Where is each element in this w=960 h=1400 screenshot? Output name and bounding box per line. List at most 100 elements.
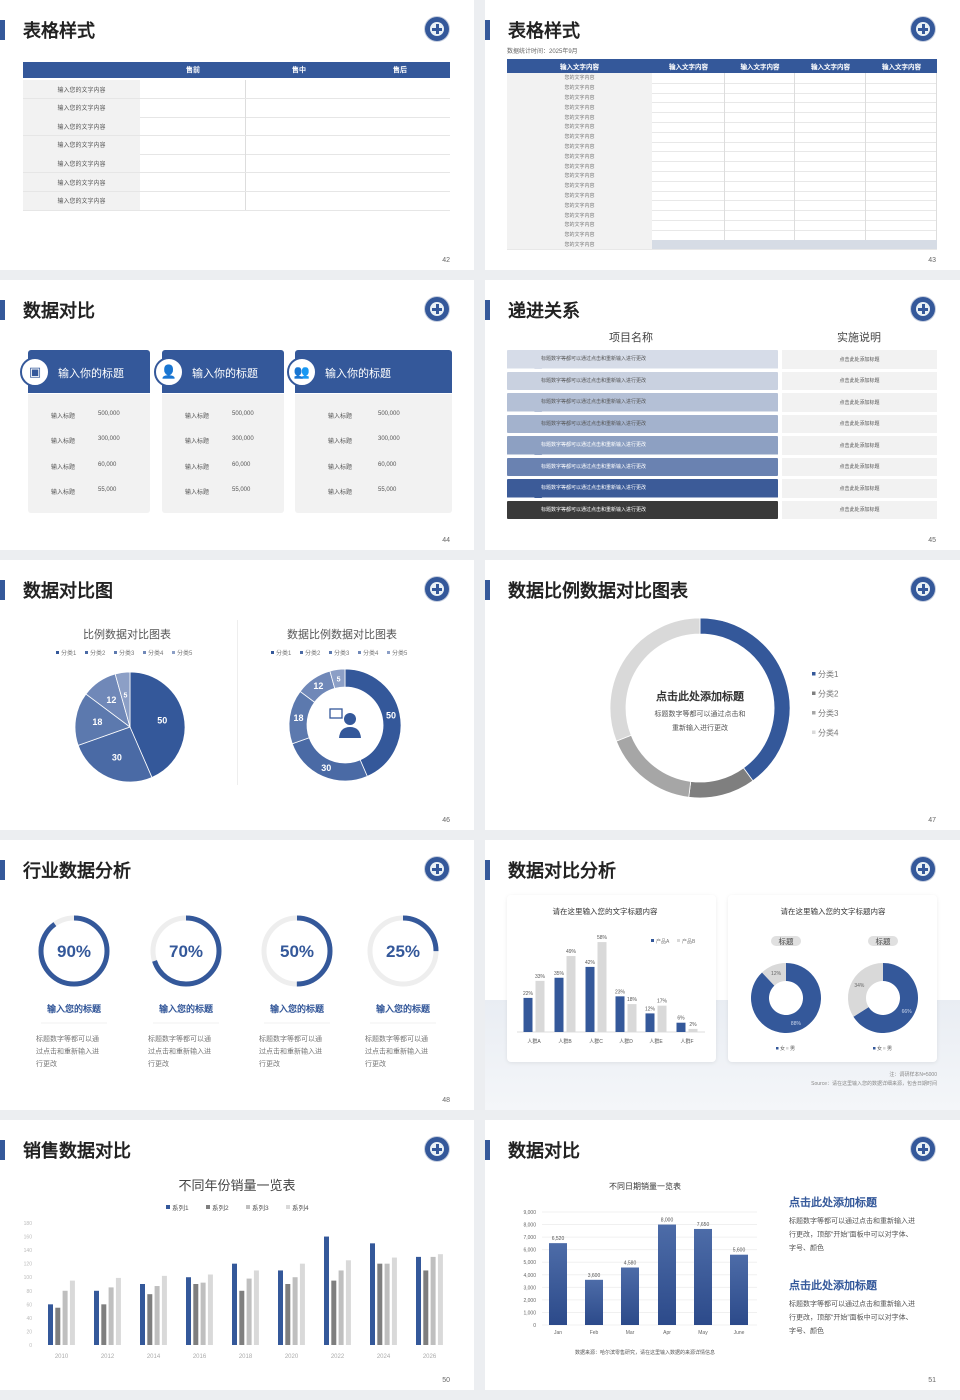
cell[interactable] bbox=[795, 190, 866, 201]
progression-step[interactable]: 标题数字等都可以通过点击和重新输入进行更改 bbox=[507, 479, 778, 498]
progression-step[interactable]: 标题数字等都可以通过点击和重新输入进行更改 bbox=[507, 436, 778, 455]
cell[interactable] bbox=[725, 161, 795, 171]
slide-48[interactable]: 行业数据分析 48 90% 输入您的标题 标题数字等都可以通 过点击和重新输入进 行更改 70… bbox=[0, 840, 474, 1110]
progression-step[interactable]: 标题数字等都可以通过点击和重新输入进行更改 bbox=[507, 371, 778, 390]
cell[interactable] bbox=[652, 210, 725, 220]
cell[interactable] bbox=[140, 173, 246, 191]
progression-step[interactable]: 标题数字等都可以通过点击和重新输入进行更改 bbox=[507, 457, 778, 476]
cell[interactable] bbox=[652, 141, 725, 152]
cell[interactable] bbox=[866, 210, 937, 220]
cell[interactable] bbox=[725, 180, 795, 191]
cell[interactable] bbox=[652, 102, 725, 113]
cell[interactable] bbox=[795, 131, 866, 142]
table-row[interactable]: 输入您的文字内容 bbox=[23, 117, 450, 137]
cell[interactable] bbox=[725, 200, 795, 211]
cell[interactable] bbox=[795, 180, 866, 191]
cell[interactable] bbox=[652, 122, 725, 132]
cell[interactable] bbox=[140, 191, 246, 210]
progression-step[interactable]: 标题数字等都可以通过点击和重新输入进行更改 bbox=[507, 414, 778, 433]
cell[interactable] bbox=[795, 73, 866, 83]
cell[interactable] bbox=[725, 92, 795, 103]
cell[interactable] bbox=[652, 190, 725, 201]
slide-45[interactable]: 递进关系 45 项目名称 实施说明 标题数字等都可以通过点击和重新输入进行更改 点击此处添… bbox=[485, 280, 960, 550]
slide-47[interactable]: 数据比例数据对比图表 47 分类1 分类2 分类3 分类4 点击此处添加标题 标题数字等都可以… bbox=[485, 560, 960, 830]
cell[interactable] bbox=[866, 220, 937, 230]
cell[interactable] bbox=[795, 171, 866, 181]
cell[interactable] bbox=[725, 141, 795, 152]
step-note[interactable]: 点击此处添加标题 bbox=[782, 371, 937, 390]
cell[interactable] bbox=[866, 190, 937, 201]
cell[interactable] bbox=[652, 151, 725, 162]
cell[interactable] bbox=[866, 161, 937, 171]
cell[interactable] bbox=[866, 131, 937, 142]
cell[interactable] bbox=[652, 112, 725, 122]
step-note[interactable]: 点击此处添加标题 bbox=[782, 500, 937, 519]
step-note[interactable]: 点击此处添加标题 bbox=[782, 436, 937, 455]
cell[interactable] bbox=[140, 117, 246, 136]
cell[interactable] bbox=[140, 98, 246, 117]
cell[interactable] bbox=[725, 171, 795, 181]
table-row[interactable]: 输入您的文字内容 bbox=[23, 154, 450, 174]
cell[interactable] bbox=[246, 154, 450, 172]
table-row[interactable]: 您的文字内容 bbox=[507, 122, 937, 133]
slide-50[interactable]: 销售数据对比 50 不同年份销量一览表 系列1 系列2 系列3 系列4 0 20 40 60 80 10… bbox=[0, 1120, 474, 1390]
cell[interactable] bbox=[795, 122, 866, 132]
table-row[interactable]: 您的文字内容 bbox=[507, 82, 937, 94]
cell[interactable] bbox=[866, 112, 937, 122]
cell[interactable] bbox=[725, 210, 795, 220]
table-row[interactable]: 输入您的文字内容 bbox=[23, 135, 450, 155]
cell[interactable] bbox=[795, 200, 866, 211]
cell[interactable] bbox=[725, 102, 795, 113]
cell[interactable] bbox=[795, 229, 866, 240]
cell[interactable] bbox=[652, 220, 725, 230]
step-note[interactable]: 点击此处添加标题 bbox=[782, 393, 937, 412]
table-row[interactable]: 您的文字内容 bbox=[507, 190, 937, 202]
cell[interactable] bbox=[652, 92, 725, 103]
cell[interactable] bbox=[795, 92, 866, 103]
cell[interactable] bbox=[140, 154, 246, 173]
cell[interactable] bbox=[725, 73, 795, 83]
cell[interactable] bbox=[652, 180, 725, 191]
cell[interactable] bbox=[866, 151, 937, 162]
cell[interactable] bbox=[725, 229, 795, 240]
slide-51[interactable]: 数据对比 51 不同日期销量一览表 0 1,000 2,000 3,000 4,000 5,00… bbox=[485, 1120, 960, 1390]
table-row[interactable]: 您的文字内容 bbox=[507, 180, 937, 192]
table-row[interactable]: 您的文字内容 bbox=[507, 171, 937, 182]
cell[interactable] bbox=[246, 136, 450, 154]
cell[interactable] bbox=[866, 92, 937, 103]
cell[interactable] bbox=[866, 73, 937, 83]
slide-43[interactable]: 表格样式 43 数据统计时间：2025年9月 输入文字内容 输入文字内容 输入文字内容 输入… bbox=[485, 0, 960, 270]
table-row[interactable]: 您的文字内容 bbox=[507, 210, 937, 221]
table-row[interactable]: 您的文字内容 bbox=[507, 141, 937, 153]
step-note[interactable]: 点击此处添加标题 bbox=[782, 479, 937, 498]
progression-step[interactable]: 标题数字等都可以通过点击和重新输入进行更改 bbox=[507, 350, 778, 369]
cell[interactable] bbox=[866, 122, 937, 132]
cell[interactable] bbox=[866, 239, 937, 250]
table-row[interactable]: 输入您的文字内容 bbox=[23, 191, 450, 211]
table-row[interactable]: 您的文字内容 bbox=[507, 200, 937, 212]
cell[interactable] bbox=[140, 80, 246, 98]
slide-49[interactable]: 数据对比分析49请在这里输入您的文字标题内容产品A22%35%42%23%12%… bbox=[485, 840, 960, 1110]
table-row[interactable]: 您的文字内容 bbox=[507, 151, 937, 163]
progression-step[interactable]: 标题数字等都可以通过点击和重新输入进行更改 bbox=[507, 500, 778, 519]
cell[interactable] bbox=[246, 192, 450, 210]
cell[interactable] bbox=[725, 112, 795, 122]
cell[interactable] bbox=[866, 82, 937, 93]
table-row[interactable]: 输入您的文字内容 bbox=[23, 98, 450, 118]
progression-step[interactable]: 标题数字等都可以通过点击和重新输入进行更改 bbox=[507, 393, 778, 412]
table-row[interactable]: 输入您的文字内容 bbox=[23, 80, 450, 99]
table-row[interactable]: 您的文字内容 bbox=[507, 161, 937, 172]
cell[interactable] bbox=[652, 82, 725, 93]
cell[interactable] bbox=[246, 99, 450, 117]
cell[interactable] bbox=[652, 200, 725, 211]
cell[interactable] bbox=[140, 135, 246, 154]
cell[interactable] bbox=[866, 102, 937, 113]
cell[interactable] bbox=[725, 131, 795, 142]
cell[interactable] bbox=[795, 102, 866, 113]
cell[interactable] bbox=[866, 229, 937, 240]
step-note[interactable]: 点击此处添加标题 bbox=[782, 414, 937, 433]
cell[interactable] bbox=[725, 82, 795, 93]
slide-44[interactable]: 数据对比 44 ▣ 输入你的标题 输入标题 500,000 输入标题 300,000 输入标题 6… bbox=[0, 280, 474, 550]
table-row[interactable]: 您的文字内容 bbox=[507, 102, 937, 114]
cell[interactable] bbox=[652, 229, 725, 240]
